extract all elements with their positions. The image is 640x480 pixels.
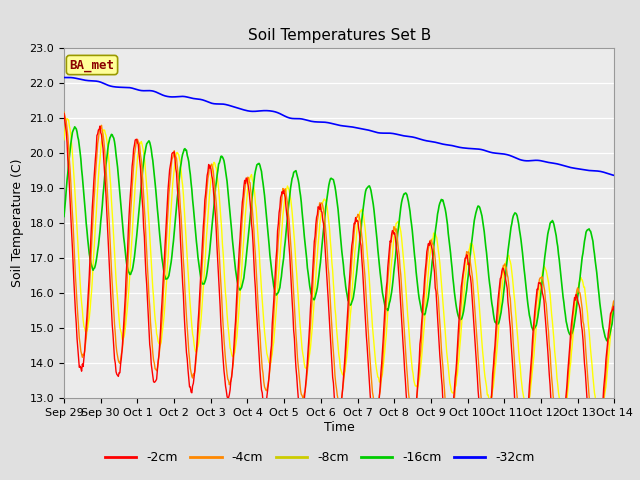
Legend: -2cm, -4cm, -8cm, -16cm, -32cm: -2cm, -4cm, -8cm, -16cm, -32cm — [100, 446, 540, 469]
Y-axis label: Soil Temperature (C): Soil Temperature (C) — [11, 159, 24, 288]
X-axis label: Time: Time — [324, 421, 355, 434]
Title: Soil Temperatures Set B: Soil Temperatures Set B — [248, 28, 431, 43]
Text: BA_met: BA_met — [70, 59, 115, 72]
